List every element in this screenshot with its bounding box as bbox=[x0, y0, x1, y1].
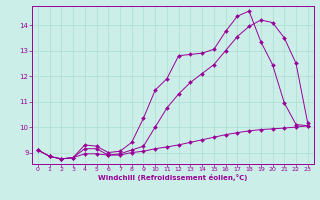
X-axis label: Windchill (Refroidissement éolien,°C): Windchill (Refroidissement éolien,°C) bbox=[98, 174, 247, 181]
